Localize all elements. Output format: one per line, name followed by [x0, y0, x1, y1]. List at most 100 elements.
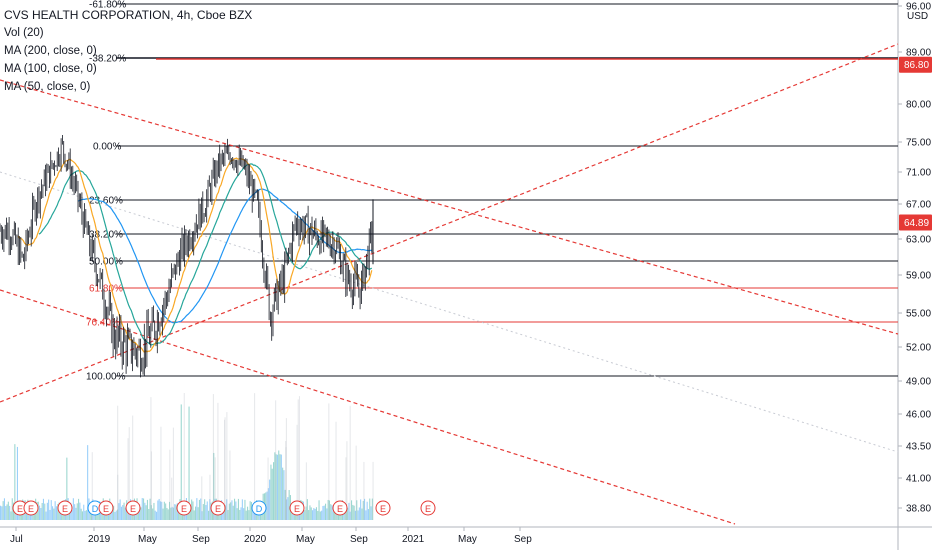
- volume-spike: [275, 400, 277, 520]
- indicator-ma-200[interactable]: MA (200, close, 0): [4, 45, 97, 57]
- marker-circle: [98, 500, 114, 516]
- volume-bar: [196, 498, 198, 520]
- volume-bar: [275, 454, 277, 520]
- earnings-marker[interactable]: E: [125, 500, 141, 516]
- volume-spike: [183, 393, 185, 520]
- volume-bar: [189, 510, 191, 520]
- volume-spike: [328, 403, 330, 520]
- fib-level-label: -61.80%: [89, 0, 126, 11]
- earnings-marker[interactable]: E: [12, 500, 28, 516]
- volume-bar: [192, 501, 194, 520]
- volume-spike: [169, 449, 171, 520]
- volume-bar: [209, 499, 211, 520]
- price-marker: [899, 214, 932, 231]
- volume-bar: [228, 503, 230, 520]
- volume-spike: [150, 451, 152, 520]
- volume-bar: [161, 501, 163, 520]
- volume-bar: [269, 479, 271, 520]
- price-scale[interactable]: 96.00 89.00 80.00 75.00 71.00 67.00 63.00 59.00…: [898, 2, 932, 515]
- moving-average-line: [38, 163, 373, 346]
- volume-spike: [224, 419, 226, 520]
- volume-bar: [349, 511, 351, 520]
- volume-bar: [175, 504, 177, 520]
- volume-spike: [217, 402, 219, 520]
- volume-bar: [141, 498, 143, 520]
- marker-letter: E: [17, 504, 23, 514]
- time-tick-label: May: [458, 534, 477, 545]
- volume-bar: [163, 501, 165, 520]
- volume-bar: [48, 499, 50, 520]
- volume-bar: [369, 498, 371, 520]
- time-tick-label: Sep: [192, 534, 210, 545]
- volume-spike: [285, 418, 287, 520]
- earnings-marker[interactable]: E: [210, 500, 226, 516]
- volume-bar: [328, 500, 330, 520]
- volume-bar: [249, 501, 251, 520]
- volume-bar: [239, 509, 241, 520]
- marker-letter: E: [337, 504, 343, 514]
- volume-bar: [68, 510, 70, 520]
- fibonacci-retracement[interactable]: -61.80% -38.20% 0.00% 23.60% 38.20% 50.00% 61.…: [86, 0, 898, 383]
- volume-bar: [237, 498, 239, 520]
- volume-bar: [84, 510, 86, 520]
- earnings-marker[interactable]: E: [289, 500, 305, 516]
- marker-circle: [23, 500, 39, 516]
- volume-bar: [59, 510, 61, 520]
- volume-bar: [312, 510, 314, 520]
- volume-bar: [370, 506, 372, 520]
- earnings-marker[interactable]: E: [176, 500, 192, 516]
- volume-bar: [308, 510, 310, 520]
- time-scale[interactable]: Jul 2019 May Sep 2020 May Sep 2021 May Sep: [10, 527, 532, 545]
- volume-spike: [226, 412, 228, 520]
- volume-bar: [287, 497, 289, 520]
- indicator-ma-50[interactable]: MA (50, close, 0): [4, 81, 91, 93]
- volume-bar: [54, 501, 56, 520]
- volume-bar: [150, 505, 152, 520]
- volume-bar: [74, 504, 76, 520]
- chart-legend: CVS HEALTH CORPORATION, 4h, Cboe BZX Vol…: [4, 6, 252, 96]
- earnings-marker[interactable]: E: [98, 500, 114, 516]
- volume-bar: [283, 470, 285, 520]
- volume-bar: [3, 498, 5, 520]
- indicator-volume[interactable]: Vol (20): [4, 27, 44, 39]
- time-tick-label: 2019: [88, 534, 111, 545]
- earnings-marker[interactable]: E: [375, 500, 391, 516]
- volume-bar: [174, 504, 176, 520]
- volume-bar: [159, 501, 161, 520]
- volume-bar: [201, 511, 203, 520]
- volume-bar: [167, 509, 169, 520]
- volume-bar: [178, 507, 180, 520]
- volume-spike: [171, 477, 173, 520]
- volume-bar: [180, 404, 182, 520]
- volume-bar: [208, 510, 210, 520]
- volume-bar: [2, 501, 4, 520]
- symbol-title[interactable]: CVS HEALTH CORPORATION, 4h, Cboe BZX: [4, 8, 253, 22]
- earnings-marker[interactable]: E: [420, 500, 436, 516]
- volume-bar: [158, 498, 160, 520]
- volume-bar: [286, 499, 288, 520]
- volume-bar: [234, 498, 236, 520]
- dividend-marker[interactable]: D: [251, 500, 267, 516]
- price-tick-label: 41.00: [906, 474, 931, 485]
- volume-bar: [1, 506, 3, 520]
- earnings-marker[interactable]: E: [23, 500, 39, 516]
- earnings-marker[interactable]: E: [57, 500, 73, 516]
- volume-bar: [66, 457, 68, 520]
- marker-circle: [420, 500, 436, 516]
- price-tick-label: 96.00: [906, 2, 931, 13]
- fib-level-label: -38.20%: [89, 54, 126, 65]
- time-tick-label: 2020: [244, 534, 267, 545]
- volume-bar: [145, 505, 147, 520]
- volume-spike: [372, 461, 374, 520]
- volume-bar: [171, 506, 173, 520]
- volume-bar: [149, 498, 151, 520]
- price-marker: [899, 56, 932, 73]
- volume-bar: [198, 499, 200, 520]
- volume-bar: [11, 498, 13, 520]
- volume-bar: [81, 511, 83, 520]
- indicator-ma-100[interactable]: MA (100, close, 0): [4, 63, 97, 75]
- earnings-marker[interactable]: E: [332, 500, 348, 516]
- volume-bar: [78, 498, 80, 520]
